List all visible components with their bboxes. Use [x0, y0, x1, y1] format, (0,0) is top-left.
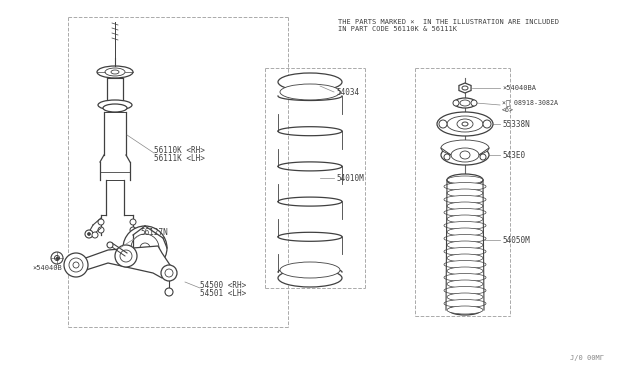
Polygon shape: [459, 83, 471, 93]
Text: ×54040B: ×54040B: [32, 265, 61, 271]
Ellipse shape: [123, 226, 167, 270]
Polygon shape: [80, 246, 172, 278]
Ellipse shape: [447, 189, 483, 197]
Ellipse shape: [54, 256, 60, 260]
Ellipse shape: [447, 116, 483, 132]
Ellipse shape: [444, 260, 486, 269]
Ellipse shape: [460, 151, 470, 159]
Text: 56111K <LH>: 56111K <LH>: [154, 154, 205, 163]
Ellipse shape: [103, 104, 127, 112]
Ellipse shape: [73, 262, 79, 268]
Text: 56127N: 56127N: [140, 228, 168, 237]
Text: 55338N: 55338N: [502, 119, 530, 128]
Ellipse shape: [98, 100, 132, 110]
Ellipse shape: [444, 183, 486, 190]
Ellipse shape: [451, 148, 479, 162]
Ellipse shape: [105, 68, 125, 76]
Ellipse shape: [444, 208, 486, 217]
Ellipse shape: [98, 219, 104, 225]
Text: J/0 00MΓ: J/0 00MΓ: [570, 355, 604, 361]
Ellipse shape: [439, 120, 447, 128]
Ellipse shape: [447, 174, 483, 186]
Ellipse shape: [111, 70, 119, 74]
Ellipse shape: [447, 241, 483, 249]
Ellipse shape: [92, 232, 98, 238]
Ellipse shape: [447, 202, 483, 210]
Ellipse shape: [471, 100, 477, 106]
Ellipse shape: [140, 243, 150, 253]
Ellipse shape: [280, 262, 340, 278]
Text: 54500 <RH>: 54500 <RH>: [200, 280, 246, 289]
Ellipse shape: [444, 154, 450, 160]
Ellipse shape: [483, 120, 491, 128]
Ellipse shape: [444, 247, 486, 256]
Text: 54050M: 54050M: [502, 235, 530, 244]
Ellipse shape: [447, 176, 483, 184]
Text: 56110K <RH>: 56110K <RH>: [154, 145, 205, 154]
Ellipse shape: [444, 221, 486, 230]
Ellipse shape: [447, 215, 483, 223]
Ellipse shape: [447, 280, 483, 288]
Ellipse shape: [64, 253, 88, 277]
Ellipse shape: [454, 98, 476, 108]
Text: 543E0: 543E0: [502, 151, 525, 160]
Ellipse shape: [444, 299, 486, 308]
Ellipse shape: [447, 306, 483, 314]
Ellipse shape: [462, 122, 468, 126]
Ellipse shape: [460, 100, 470, 106]
Ellipse shape: [453, 100, 459, 106]
Ellipse shape: [131, 234, 159, 262]
Ellipse shape: [280, 84, 340, 100]
Ellipse shape: [115, 245, 137, 267]
Text: 54501 <LH>: 54501 <LH>: [200, 289, 246, 298]
Ellipse shape: [165, 269, 173, 277]
Text: ×Ⓝ 08918-3082A: ×Ⓝ 08918-3082A: [502, 100, 558, 106]
Text: ×54040BA: ×54040BA: [502, 85, 536, 91]
Text: <6>: <6>: [502, 107, 514, 113]
Text: 54034: 54034: [336, 87, 359, 96]
Ellipse shape: [447, 228, 483, 236]
Ellipse shape: [85, 230, 93, 238]
Ellipse shape: [278, 269, 342, 287]
Ellipse shape: [447, 254, 483, 262]
Ellipse shape: [441, 140, 489, 156]
Ellipse shape: [51, 252, 63, 264]
Ellipse shape: [107, 242, 113, 248]
Ellipse shape: [278, 73, 342, 91]
Ellipse shape: [462, 86, 468, 90]
Ellipse shape: [69, 258, 83, 272]
Ellipse shape: [444, 234, 486, 243]
Ellipse shape: [457, 119, 473, 129]
Ellipse shape: [447, 267, 483, 275]
Ellipse shape: [165, 288, 173, 296]
Ellipse shape: [441, 145, 489, 165]
Ellipse shape: [98, 227, 104, 233]
Ellipse shape: [444, 196, 486, 203]
Ellipse shape: [444, 286, 486, 295]
Ellipse shape: [444, 273, 486, 282]
Text: THE PARTS MARKED ×  IN THE ILLUSTRATION ARE INCLUDED
IN PART CODE 56110K & 56111: THE PARTS MARKED × IN THE ILLUSTRATION A…: [338, 19, 559, 32]
Ellipse shape: [480, 154, 486, 160]
Text: 54010M: 54010M: [336, 173, 364, 183]
Ellipse shape: [130, 227, 136, 233]
Ellipse shape: [437, 112, 493, 136]
Ellipse shape: [88, 232, 90, 235]
Ellipse shape: [130, 219, 136, 225]
Ellipse shape: [97, 66, 133, 78]
Ellipse shape: [447, 293, 483, 301]
Ellipse shape: [449, 305, 481, 315]
Ellipse shape: [161, 265, 177, 281]
Ellipse shape: [120, 250, 132, 262]
